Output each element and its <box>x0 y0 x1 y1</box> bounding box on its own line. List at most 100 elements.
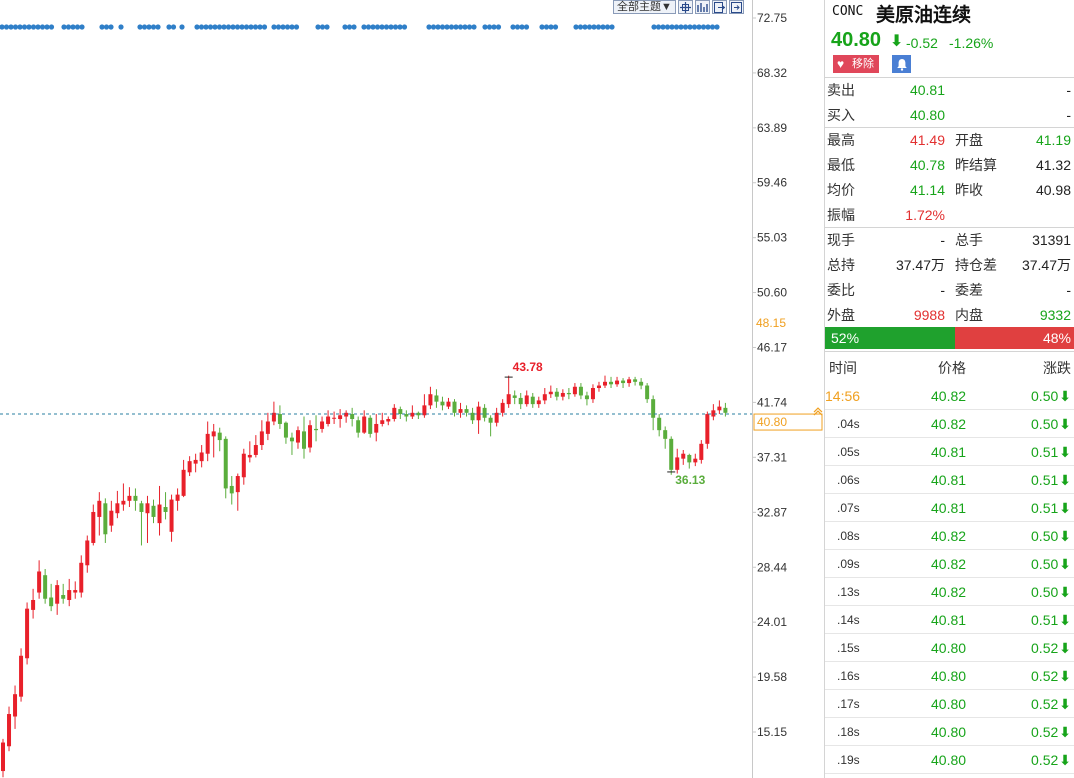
candle-body <box>43 575 48 599</box>
candle-body <box>566 392 571 395</box>
event-dot <box>426 24 432 30</box>
event-dot <box>700 24 707 30</box>
quote-value: 37.47万 <box>1021 257 1071 273</box>
tick-change-value: 0.52 <box>1031 724 1059 740</box>
candle-body <box>645 385 650 400</box>
event-dot <box>435 24 441 30</box>
quote-label: 总手 <box>955 232 983 248</box>
candle-body <box>259 431 264 446</box>
quote-value: - <box>1066 82 1071 98</box>
tick-change: 0.51⬇ <box>1031 466 1071 494</box>
tick-price: 40.82 <box>931 528 967 544</box>
down-arrow-icon: ⬇ <box>1059 724 1071 740</box>
event-dot <box>203 24 209 30</box>
event-dot <box>198 24 205 30</box>
quote-label: 内盘 <box>955 307 983 323</box>
export-icon[interactable] <box>711 0 727 14</box>
candle-body <box>308 425 313 448</box>
tick-change-value: 0.50 <box>1031 528 1059 544</box>
y-tick-label: 32.87 <box>757 505 787 519</box>
remove-watchlist-button[interactable]: ♥ 移除 <box>833 55 879 73</box>
candle-body <box>145 503 150 514</box>
buy-ratio: 52% <box>825 327 955 349</box>
event-dot <box>44 24 50 30</box>
event-dot <box>548 24 554 30</box>
quote-header: CONC 美原油连续 40.80 ⬇ -0.52 -1.26% ♥ 移除 <box>825 0 1074 78</box>
event-dot <box>65 24 72 30</box>
bars-icon[interactable] <box>694 0 710 14</box>
event-dot <box>179 24 185 30</box>
event-dot <box>696 24 702 30</box>
candle-body <box>693 458 698 463</box>
candle-body <box>530 396 535 405</box>
candle-body <box>518 397 523 405</box>
down-arrow-icon: ⬇ <box>1059 528 1071 544</box>
tick-change: 0.50⬇ <box>1031 410 1071 438</box>
quote-row: 振幅 1.72% <box>825 203 1074 228</box>
event-dot <box>21 24 28 30</box>
marker-price-tag: 48.15 <box>756 316 786 330</box>
event-dot <box>714 24 720 30</box>
candle-body <box>717 406 722 411</box>
candle-body <box>229 485 234 494</box>
crosshair-icon[interactable] <box>677 0 693 14</box>
event-dot <box>691 24 698 30</box>
event-dot <box>374 24 381 30</box>
quote-row: 外盘 9988 内盘 9332 <box>825 303 1074 328</box>
candle-body <box>663 430 668 439</box>
theme-dropdown-button[interactable]: 全部主题▼ <box>613 0 676 14</box>
event-dot <box>462 24 468 30</box>
quote-row: 均价 41.14 昨收 40.98 <box>825 178 1074 203</box>
tick-change: 0.51⬇ <box>1031 494 1071 522</box>
candle-body <box>705 414 710 444</box>
quote-value: 41.49 <box>909 132 945 148</box>
event-dot <box>519 24 525 30</box>
y-axis: 72.75 68.32 63.89 59.46 55.03 50.60 46.17 41.74… <box>752 11 787 739</box>
candlestick-chart[interactable]: 72.75 68.32 63.89 59.46 55.03 50.60 46.17 41.74… <box>0 0 824 778</box>
event-dot <box>491 24 497 30</box>
down-arrow-icon: ⬇ <box>1059 472 1071 488</box>
candle-body <box>548 391 553 395</box>
event-dot <box>543 24 550 30</box>
tick-time: .14s <box>837 613 860 627</box>
price-chart[interactable]: 72.75 68.32 63.89 59.46 55.03 50.60 46.17 41.74… <box>0 0 824 778</box>
candle-body <box>590 388 595 400</box>
candle-body <box>596 385 601 389</box>
down-arrow-icon: ⬇ <box>1059 416 1071 432</box>
tick-change: 0.52⬇ <box>1031 634 1071 662</box>
fullscreen-icon[interactable] <box>728 0 744 14</box>
candle-body <box>464 409 469 413</box>
event-dots <box>0 24 720 30</box>
tick-change: 0.52⬇ <box>1031 690 1071 718</box>
candle-body <box>223 438 228 489</box>
event-dot <box>582 24 588 30</box>
candle-body <box>19 655 24 697</box>
quote-value: 40.98 <box>1035 182 1071 198</box>
event-dot <box>383 24 390 30</box>
candle-body <box>681 453 686 459</box>
event-dot <box>48 24 55 30</box>
tick-row: .06s 40.81 0.51⬇ <box>825 466 1074 494</box>
candle-body <box>386 419 391 422</box>
candle-body <box>398 409 403 415</box>
symbol-name: 美原油连续 <box>876 5 972 26</box>
candle-body <box>217 432 222 441</box>
alert-button[interactable] <box>892 55 911 73</box>
event-dot <box>261 24 268 30</box>
event-dot <box>595 24 602 30</box>
tick-change-value: 0.51 <box>1031 472 1059 488</box>
quote-value: - <box>1066 107 1071 123</box>
candle-body <box>320 421 325 429</box>
candle-body <box>603 381 607 386</box>
event-dot <box>351 24 357 30</box>
tick-row: .19s 40.80 0.52⬇ <box>825 746 1074 774</box>
candle-body <box>91 511 96 543</box>
candle-body <box>205 433 210 454</box>
ticks-header-time: 时间 <box>829 360 857 376</box>
event-dot <box>212 24 218 30</box>
tick-time: .05s <box>837 445 860 459</box>
tick-row: 14:56 40.82 0.50⬇ <box>825 382 1074 410</box>
candle-body <box>31 599 36 610</box>
candle-body <box>687 454 692 463</box>
event-dot <box>146 24 152 30</box>
